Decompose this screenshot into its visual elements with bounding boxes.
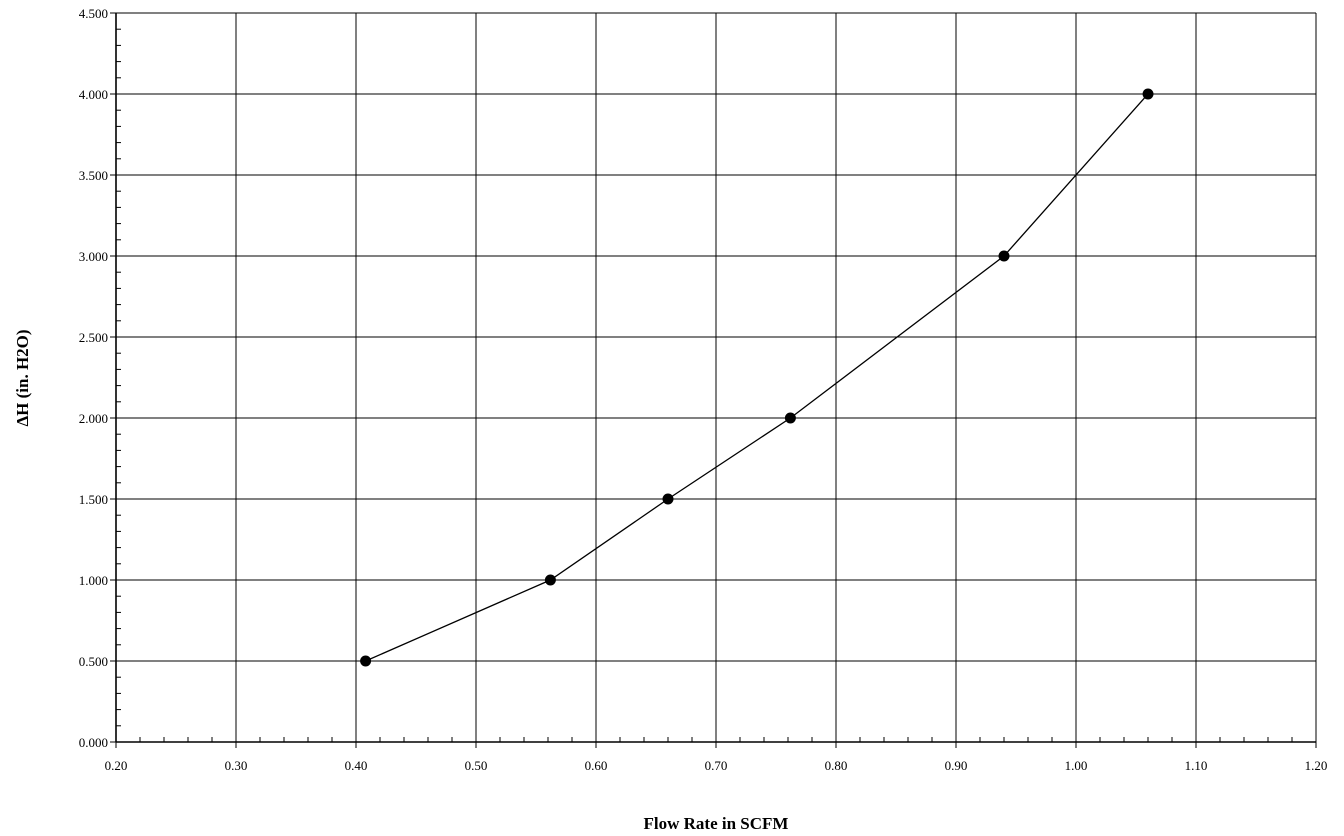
data-point [662, 493, 674, 505]
x-tick-label: 0.90 [945, 758, 968, 773]
minor-ticks [110, 12, 1317, 748]
y-tick-label: 0.000 [79, 735, 108, 750]
x-tick-label: 0.30 [225, 758, 248, 773]
x-tick-label: 1.10 [1185, 758, 1208, 773]
x-tick-label: 0.50 [465, 758, 488, 773]
x-tick-labels: 0.20 0.30 0.40 0.50 0.60 0.70 0.80 0.90 1.00 1.10… [105, 758, 1328, 773]
y-tick-label: 2.500 [79, 330, 108, 345]
y-tick-label: 4.000 [79, 87, 108, 102]
axes [115, 13, 1316, 743]
data-point [784, 412, 796, 424]
data-point [544, 574, 556, 586]
data-point [998, 250, 1010, 262]
y-tick-label: 0.500 [79, 654, 108, 669]
y-tick-labels: 0.000 0.500 1.000 1.500 2.000 2.500 3.000 3.500… [79, 6, 108, 750]
x-axis-title: Flow Rate in SCFM [644, 814, 789, 833]
series-line [365, 93, 1149, 662]
x-tick-label: 1.00 [1065, 758, 1088, 773]
y-tick-label: 3.500 [79, 168, 108, 183]
y-tick-label: 2.000 [79, 411, 108, 426]
x-tick-label: 1.20 [1305, 758, 1328, 773]
x-tick-label: 0.70 [705, 758, 728, 773]
y-axis-title: ΔH (in. H2O) [13, 329, 32, 426]
x-tick-label: 0.80 [825, 758, 848, 773]
data-series [360, 88, 1154, 667]
x-tick-label: 0.60 [585, 758, 608, 773]
y-tick-label: 4.500 [79, 6, 108, 21]
y-tick-label: 1.500 [79, 492, 108, 507]
data-point [1142, 88, 1154, 100]
x-tick-label: 0.20 [105, 758, 128, 773]
data-point [360, 655, 372, 667]
y-tick-label: 3.000 [79, 249, 108, 264]
y-tick-label: 1.000 [79, 573, 108, 588]
grid [115, 12, 1317, 743]
x-tick-label: 0.40 [345, 758, 368, 773]
